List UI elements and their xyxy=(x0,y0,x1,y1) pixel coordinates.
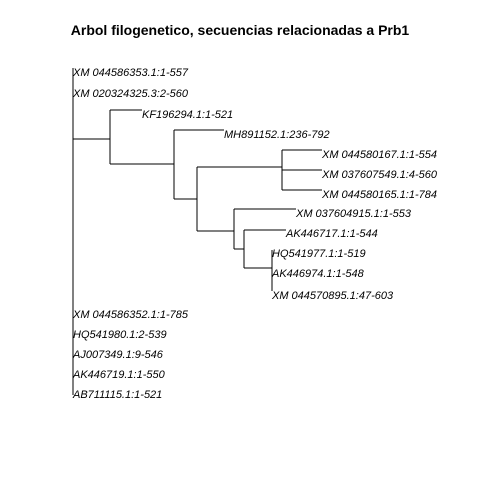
tip-label-t11: AK446974.1:1-548 xyxy=(271,268,365,280)
tip-label-t5: XM 044580167.1:1-554 xyxy=(321,149,437,161)
tip-label-t10: HQ541977.1:1-519 xyxy=(272,248,366,260)
tip-label-t16: AK446719.1:1-550 xyxy=(72,369,166,381)
tip-label-t6: XM 037607549.1:4-560 xyxy=(321,169,438,181)
tip-label-t1: XM 044586353.1:1-557 xyxy=(72,67,189,79)
tip-label-t12: XM 044570895.1:47-603 xyxy=(271,290,394,302)
tip-label-t15: AJ007349.1:9-546 xyxy=(72,349,164,361)
tip-label-t4: MH891152.1:236-792 xyxy=(224,129,330,141)
figure-title: Arbol filogenetico, secuencias relaciona… xyxy=(70,22,410,38)
tip-label-t3: KF196294.1:1-521 xyxy=(142,109,233,121)
tip-label-t9: AK446717.1:1-544 xyxy=(285,228,378,240)
tip-label-t8: XM 037604915.1:1-553 xyxy=(295,208,412,220)
tip-label-t17: AB711115.1:1-521 xyxy=(72,389,162,401)
tip-label-t13: XM 044586352.1:1-785 xyxy=(72,309,189,321)
tip-label-t2: XM 020324325.3:2-560 xyxy=(72,88,189,100)
tip-label-t14: HQ541980.1:2-539 xyxy=(73,329,167,341)
tip-label-t7: XM 044580165.1:1-784 xyxy=(321,189,437,201)
